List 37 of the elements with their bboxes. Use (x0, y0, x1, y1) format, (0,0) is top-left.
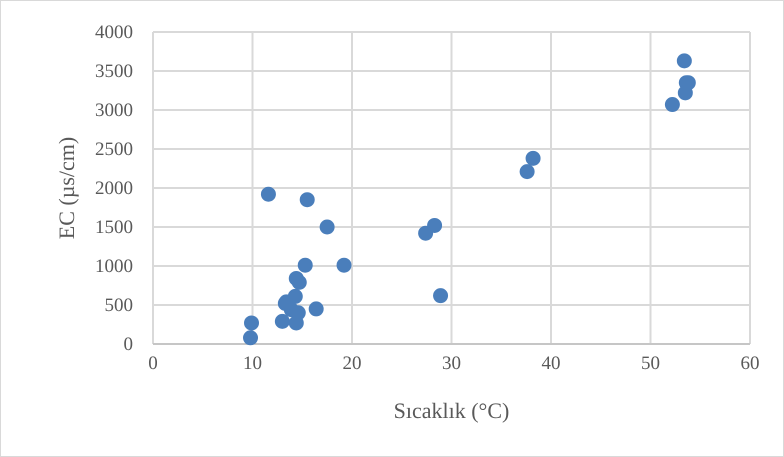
point (284, 302, 299, 318)
point (526, 150, 541, 166)
y-tick-label: 500 (104, 295, 133, 316)
point (320, 220, 335, 234)
x-tick-label: 10 (243, 353, 262, 374)
point (288, 315, 304, 330)
y-tick-label: 1000 (95, 256, 133, 277)
point (292, 274, 307, 290)
x-tick-label: 0 (148, 353, 158, 374)
y-axis-title: EC (µs/cm) (54, 136, 79, 240)
x-tick-label: 20 (342, 353, 362, 374)
point (678, 85, 693, 100)
point (433, 288, 448, 304)
y-tick-label: 4000 (95, 22, 133, 43)
point (243, 330, 258, 346)
x-axis-title: Sıcaklık (°C) (394, 398, 510, 423)
point (244, 315, 260, 330)
point (300, 192, 315, 208)
y-tick-label: 3000 (95, 100, 133, 121)
point (274, 314, 290, 329)
x-tick-label: 50 (641, 353, 660, 374)
point (664, 97, 680, 112)
x-tick-label: 40 (542, 353, 560, 374)
y-tick-label: 3500 (95, 61, 133, 82)
y-tick-label: 0 (124, 334, 133, 355)
point (336, 258, 352, 273)
point (676, 53, 692, 68)
x-tick-label: 60 (740, 353, 760, 374)
y-tick-label: 2000 (95, 178, 133, 199)
y-tick-label: 2500 (95, 139, 133, 160)
point (418, 226, 434, 241)
point (298, 258, 313, 273)
point (260, 186, 276, 202)
x-tick-label: 30 (442, 353, 461, 374)
y-tick-label: 1500 (95, 217, 133, 238)
point (520, 164, 535, 180)
point (308, 301, 324, 316)
